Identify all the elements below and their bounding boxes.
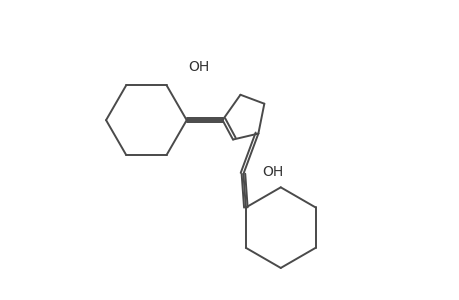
Text: OH: OH	[188, 60, 209, 74]
Text: OH: OH	[262, 165, 283, 178]
